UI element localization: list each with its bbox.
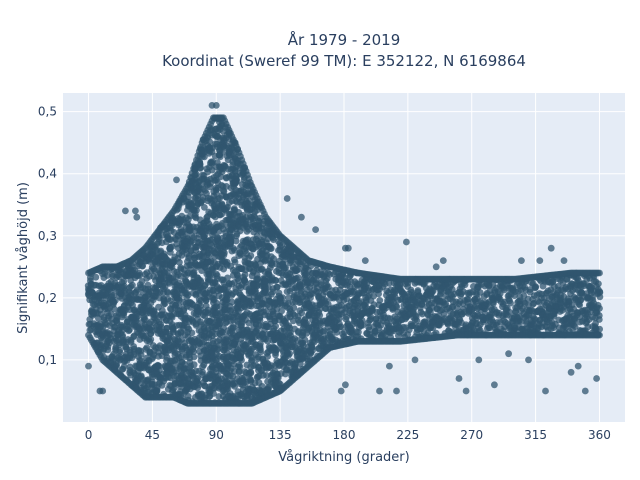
data-point — [224, 274, 231, 282]
data-point — [116, 348, 123, 356]
data-point — [129, 281, 136, 289]
chart-title-line1: År 1979 - 2019 — [288, 30, 401, 49]
data-point — [184, 291, 192, 299]
data-point — [218, 149, 226, 157]
data-point — [507, 299, 514, 307]
data-point — [309, 346, 316, 354]
data-point — [177, 353, 185, 360]
data-point — [532, 283, 539, 290]
data-point — [316, 311, 324, 319]
data-point — [92, 273, 100, 281]
data-point — [210, 390, 218, 397]
data-point — [190, 361, 198, 369]
data-point — [197, 318, 204, 326]
data-point — [197, 302, 204, 310]
data-point — [197, 164, 204, 172]
data-point — [267, 245, 275, 252]
data-point — [197, 277, 205, 284]
data-point — [376, 297, 384, 304]
data-point — [157, 320, 165, 328]
data-point — [147, 336, 155, 343]
data-point — [110, 291, 117, 299]
data-point — [190, 353, 198, 361]
data-point — [190, 269, 198, 277]
data-point — [201, 153, 208, 161]
data-point — [136, 271, 144, 279]
data-point — [272, 322, 279, 330]
data-point — [201, 204, 208, 211]
data-point — [216, 319, 224, 327]
data-point — [138, 262, 146, 270]
chart-title-line2: Koordinat (Sweref 99 TM): E 352122, N 61… — [162, 52, 526, 70]
data-point — [257, 346, 264, 354]
data-point — [238, 356, 245, 364]
data-point — [144, 281, 152, 289]
data-point — [155, 362, 163, 370]
data-point — [113, 362, 120, 370]
data-point — [273, 283, 281, 291]
data-point — [167, 248, 174, 256]
data-point — [103, 272, 111, 279]
data-point — [213, 272, 221, 280]
data-point — [110, 305, 118, 313]
data-point — [247, 252, 255, 260]
data-point — [164, 288, 171, 296]
data-point — [132, 288, 140, 296]
data-point — [188, 329, 196, 337]
data-point — [176, 258, 183, 266]
data-points — [84, 102, 604, 407]
data-point — [126, 326, 133, 334]
data-point — [290, 304, 298, 312]
data-point — [190, 348, 198, 355]
data-point — [218, 200, 226, 208]
data-point — [112, 296, 119, 304]
data-point — [221, 249, 228, 257]
data-point — [137, 351, 145, 358]
data-point — [236, 363, 244, 371]
data-point — [206, 138, 214, 146]
data-point — [286, 350, 293, 357]
data-point — [107, 310, 115, 318]
data-point — [199, 368, 206, 376]
data-point — [120, 363, 128, 370]
